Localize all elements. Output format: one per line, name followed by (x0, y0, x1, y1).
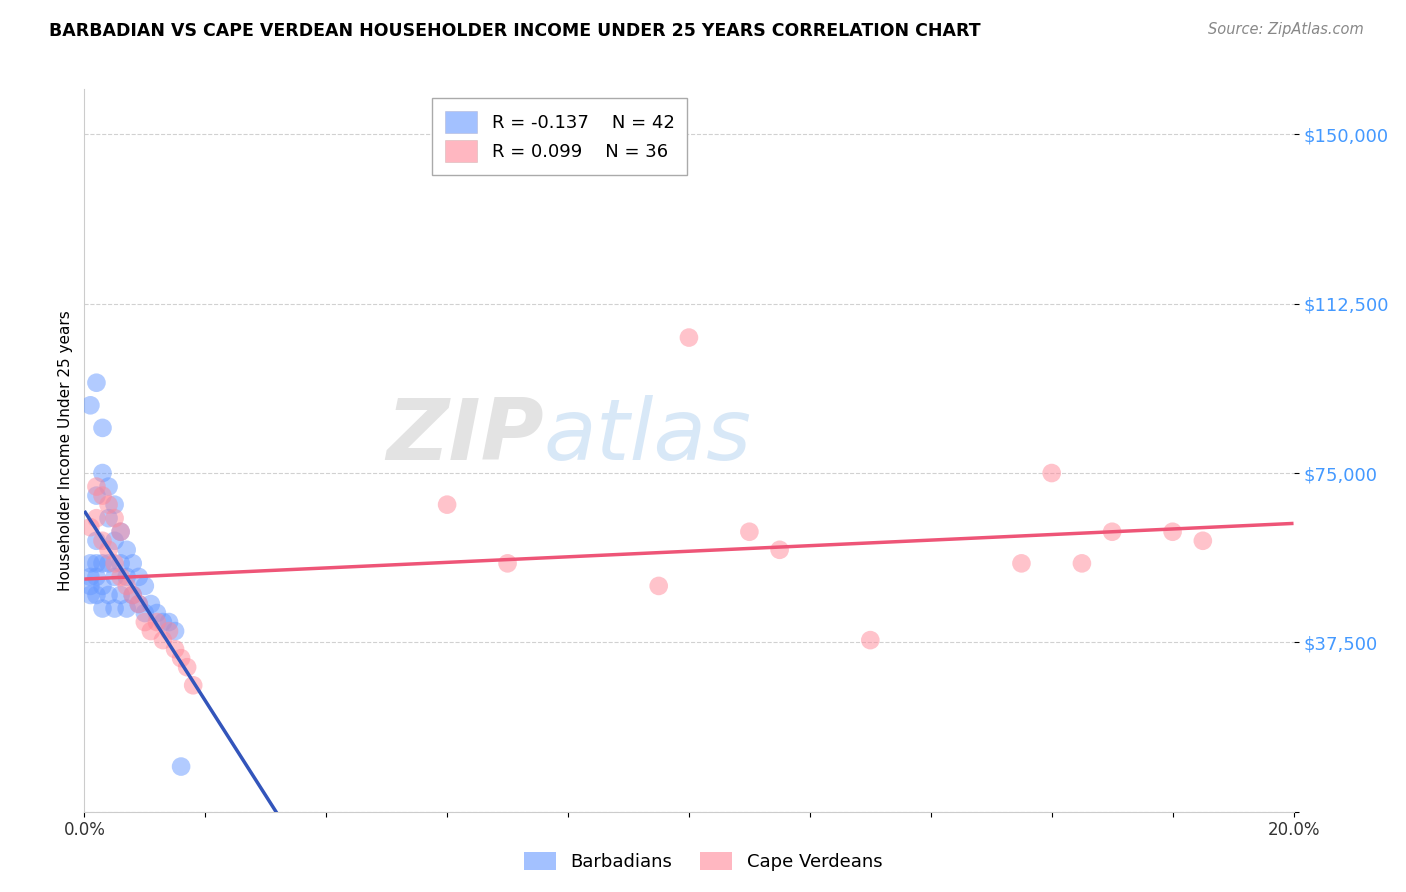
Point (91, 421, 114, 435)
Point (86, 489, 108, 503)
Point (1071, 557, 1094, 571)
Point (115, 570, 138, 584)
Point (157, 615, 180, 629)
Point (110, 557, 132, 571)
Point (128, 597, 150, 611)
Point (170, 759, 193, 773)
Point (91, 601, 114, 615)
Point (91, 489, 114, 503)
Point (97, 557, 120, 571)
Point (128, 570, 150, 584)
Point (104, 570, 127, 584)
Point (181, 678, 204, 692)
Point (91, 557, 114, 571)
Point (104, 498, 127, 512)
Point (165, 624, 187, 639)
Point (157, 624, 180, 639)
Point (134, 615, 156, 629)
Point (496, 557, 519, 571)
Point (121, 588, 143, 602)
Point (134, 606, 156, 620)
Text: Source: ZipAtlas.com: Source: ZipAtlas.com (1208, 22, 1364, 37)
Point (139, 624, 162, 639)
Point (110, 588, 132, 602)
Point (176, 660, 198, 674)
Text: ZIP: ZIP (387, 394, 544, 477)
Point (97, 542, 120, 557)
Point (678, 330, 700, 344)
Point (110, 524, 132, 539)
Point (86, 533, 108, 548)
Point (91, 466, 114, 480)
Point (104, 601, 127, 615)
Point (146, 606, 169, 620)
Point (79, 588, 101, 602)
Point (121, 557, 143, 571)
Point (79, 520, 101, 534)
Point (86, 570, 108, 584)
Point (859, 633, 882, 648)
Point (86, 511, 108, 525)
Point (1011, 557, 1033, 571)
Point (436, 498, 458, 512)
Point (110, 570, 132, 584)
Point (97, 511, 120, 525)
Text: atlas: atlas (544, 394, 752, 477)
Point (104, 511, 127, 525)
Point (165, 642, 187, 657)
Point (91, 579, 114, 593)
Point (1040, 466, 1063, 480)
Point (97, 588, 120, 602)
Point (134, 579, 156, 593)
Point (1161, 524, 1184, 539)
Point (115, 542, 138, 557)
Point (152, 633, 174, 648)
Point (170, 651, 193, 665)
Point (648, 579, 671, 593)
Legend: Barbadians, Cape Verdeans: Barbadians, Cape Verdeans (516, 845, 890, 879)
Point (97, 498, 120, 512)
Text: BARBADIAN VS CAPE VERDEAN HOUSEHOLDER INCOME UNDER 25 YEARS CORRELATION CHART: BARBADIAN VS CAPE VERDEAN HOUSEHOLDER IN… (49, 22, 981, 40)
Legend: R = -0.137    N = 42, R = 0.099    N = 36: R = -0.137 N = 42, R = 0.099 N = 36 (432, 98, 688, 175)
Point (146, 615, 169, 629)
Point (1101, 524, 1123, 539)
Point (79, 570, 101, 584)
Point (79, 579, 101, 593)
Point (738, 524, 761, 539)
Point (86, 480, 108, 494)
Point (86, 557, 108, 571)
Point (86, 588, 108, 602)
Point (139, 597, 162, 611)
Point (1192, 533, 1215, 548)
Point (104, 557, 127, 571)
Point (115, 579, 138, 593)
Point (79, 398, 101, 412)
Point (769, 542, 792, 557)
Point (86, 376, 108, 390)
Y-axis label: Householder Income Under 25 years: Householder Income Under 25 years (58, 310, 73, 591)
Point (121, 588, 143, 602)
Point (115, 601, 138, 615)
Point (91, 533, 114, 548)
Point (128, 597, 150, 611)
Point (152, 615, 174, 629)
Point (110, 524, 132, 539)
Point (79, 557, 101, 571)
Point (97, 480, 120, 494)
Point (104, 533, 127, 548)
